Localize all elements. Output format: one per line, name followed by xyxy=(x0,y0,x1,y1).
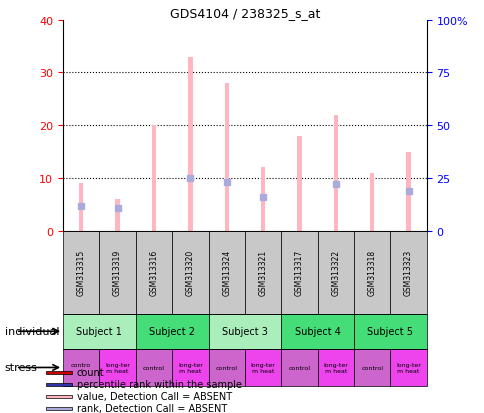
Bar xyxy=(63,349,99,386)
Text: GSM313315: GSM313315 xyxy=(76,249,86,296)
Bar xyxy=(406,152,410,231)
Text: individual: individual xyxy=(5,326,59,337)
Bar xyxy=(317,349,353,386)
Text: GSM313320: GSM313320 xyxy=(185,249,195,296)
Text: GSM313323: GSM313323 xyxy=(403,249,412,296)
Bar xyxy=(390,231,426,314)
Text: GSM313322: GSM313322 xyxy=(331,249,340,296)
Bar xyxy=(208,231,244,314)
Bar xyxy=(281,349,317,386)
Bar xyxy=(244,231,281,314)
Bar xyxy=(136,231,172,314)
Bar xyxy=(46,395,72,398)
Bar xyxy=(63,231,99,314)
Text: GSM313321: GSM313321 xyxy=(258,249,267,296)
Text: GSM313316: GSM313316 xyxy=(149,249,158,296)
Text: Subject 1: Subject 1 xyxy=(76,326,122,337)
Bar xyxy=(224,84,228,231)
Text: rank, Detection Call = ABSENT: rank, Detection Call = ABSENT xyxy=(76,403,227,413)
Bar xyxy=(208,349,244,386)
Bar xyxy=(172,349,208,386)
Text: GSM313318: GSM313318 xyxy=(367,249,376,296)
Text: control: control xyxy=(215,365,237,370)
Text: long-ter
m heat: long-ter m heat xyxy=(178,362,202,373)
Bar xyxy=(99,231,136,314)
Bar xyxy=(136,314,208,349)
Text: GSM313324: GSM313324 xyxy=(222,249,231,296)
Bar xyxy=(151,126,156,231)
Bar xyxy=(188,57,192,231)
Text: long-ter
m heat: long-ter m heat xyxy=(323,362,348,373)
Bar xyxy=(333,115,337,231)
Bar xyxy=(99,349,136,386)
Text: stress: stress xyxy=(5,363,38,373)
Bar xyxy=(390,349,426,386)
Text: control: control xyxy=(143,365,165,370)
Text: percentile rank within the sample: percentile rank within the sample xyxy=(76,379,241,389)
Text: Subject 3: Subject 3 xyxy=(222,326,267,337)
Bar xyxy=(63,314,136,349)
Bar xyxy=(115,200,120,231)
Bar xyxy=(208,314,281,349)
Text: long-ter
m heat: long-ter m heat xyxy=(395,362,420,373)
Bar xyxy=(297,136,301,231)
Bar xyxy=(172,231,208,314)
Text: GSM313317: GSM313317 xyxy=(294,249,303,296)
Bar xyxy=(353,349,390,386)
Bar xyxy=(136,349,172,386)
Text: Subject 4: Subject 4 xyxy=(294,326,340,337)
Bar xyxy=(369,173,374,231)
Text: long-ter
m heat: long-ter m heat xyxy=(105,362,130,373)
Bar xyxy=(46,406,72,410)
Title: GDS4104 / 238325_s_at: GDS4104 / 238325_s_at xyxy=(169,7,319,19)
Bar xyxy=(317,231,353,314)
Bar xyxy=(46,383,72,386)
Text: value, Detection Call = ABSENT: value, Detection Call = ABSENT xyxy=(76,391,231,401)
Text: contro
l: contro l xyxy=(71,362,91,373)
Text: Subject 2: Subject 2 xyxy=(149,326,195,337)
Bar xyxy=(260,168,265,231)
Bar xyxy=(281,314,353,349)
Bar xyxy=(353,314,426,349)
Text: control: control xyxy=(361,365,382,370)
Bar xyxy=(244,349,281,386)
Bar xyxy=(353,231,390,314)
Text: count: count xyxy=(76,368,104,377)
Text: Subject 5: Subject 5 xyxy=(367,326,412,337)
Text: long-ter
m heat: long-ter m heat xyxy=(250,362,275,373)
Bar xyxy=(281,231,317,314)
Bar xyxy=(79,184,83,231)
Text: GSM313319: GSM313319 xyxy=(113,249,122,296)
Text: control: control xyxy=(288,365,310,370)
Bar xyxy=(46,371,72,374)
